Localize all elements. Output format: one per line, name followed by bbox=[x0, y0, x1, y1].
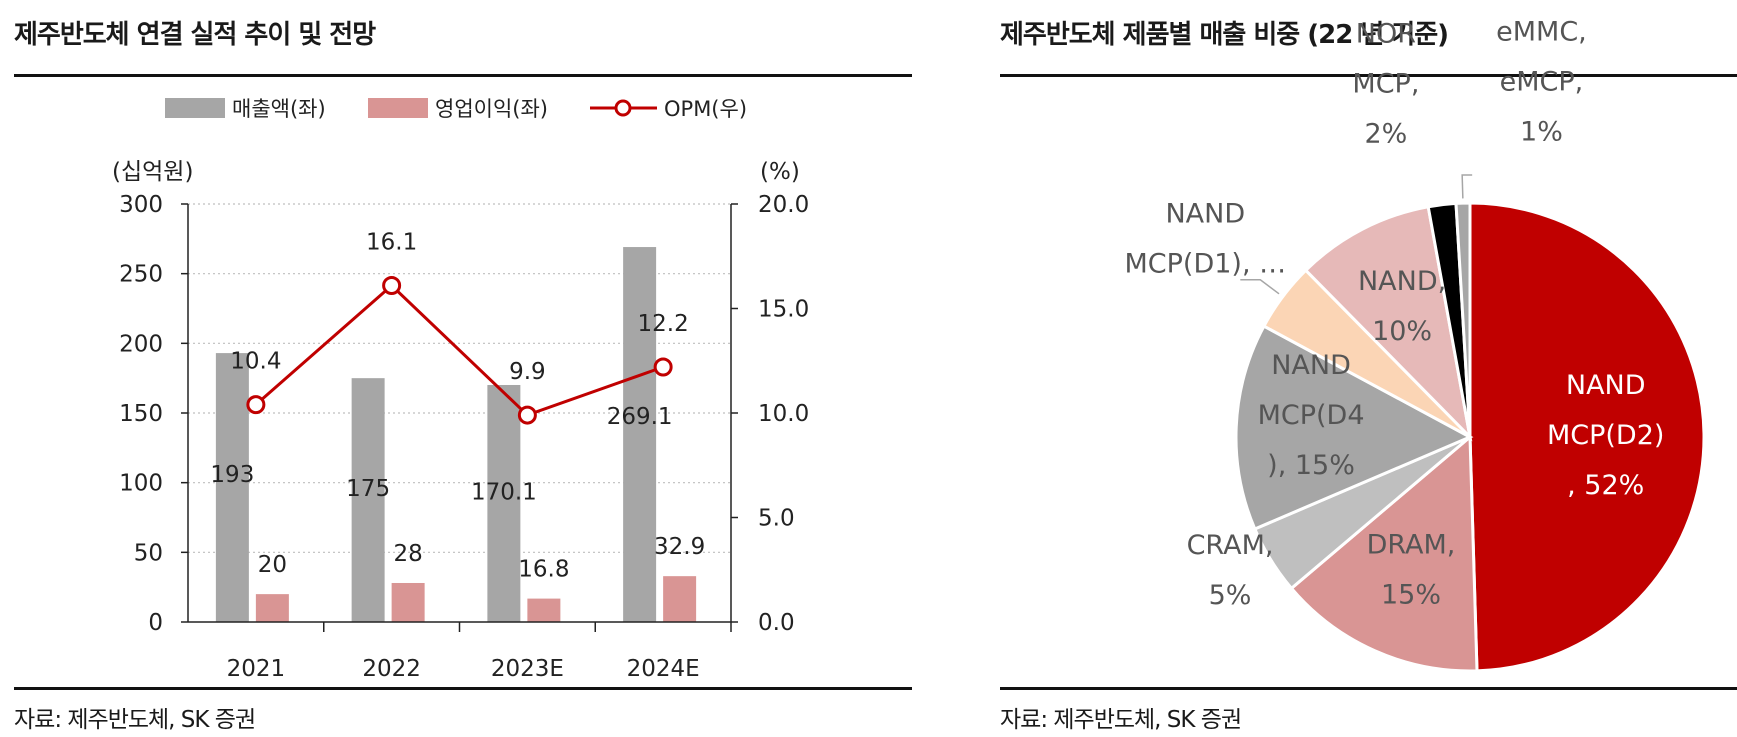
opm-marker bbox=[653, 357, 673, 377]
revenue-bar bbox=[623, 247, 657, 622]
left-tick-label: 100 bbox=[119, 471, 163, 497]
revenue-data-label: 193 bbox=[210, 462, 254, 488]
x-tick-label: 2023E bbox=[491, 656, 564, 682]
left-tick-label: 200 bbox=[119, 331, 163, 357]
right-chart-title: 제주반도체 제품별 매출 비중 (22 년 기준) bbox=[1000, 20, 1449, 50]
left-tick-label: 250 bbox=[119, 262, 163, 288]
op-income-data-label: 20 bbox=[258, 552, 287, 578]
left-tick-label: 300 bbox=[119, 192, 163, 218]
right-tick-label: 20.0 bbox=[758, 192, 809, 218]
pie-slice-label: NAND, 10% bbox=[1358, 266, 1446, 347]
opm-series-line bbox=[254, 283, 664, 417]
combo-chart: 193 20 175 28 170.1 16.8 269.1 32.9 10.4 16.1 9.9… bbox=[112, 97, 809, 682]
legend-label-opm: OPM(우) bbox=[664, 97, 747, 121]
x-tick-label: 2021 bbox=[227, 656, 286, 682]
right-top-rule bbox=[1000, 74, 1737, 77]
legend-swatch-revenue bbox=[165, 98, 225, 118]
legend-label-op-income: 영업이익(좌) bbox=[435, 97, 548, 121]
opm-data-label: 10.4 bbox=[230, 349, 281, 375]
pie-slice-label: NAND MCP(D2), 52% bbox=[1547, 370, 1664, 501]
right-tick-label: 15.0 bbox=[758, 297, 809, 323]
revenue-data-label: 175 bbox=[346, 476, 390, 502]
revenue-bar bbox=[351, 378, 385, 622]
left-chart-title: 제주반도체 연결 실적 추이 및 전망 bbox=[14, 20, 376, 50]
op-income-data-label: 32.9 bbox=[654, 534, 705, 560]
axes: 0 50 100 150 200 250 300 0.0 5.0 10.0 15.0 20.0 (십억원… bbox=[112, 159, 809, 682]
opm-data-label: 16.1 bbox=[366, 230, 417, 256]
gridlines bbox=[188, 203, 731, 553]
pie-labels: NAND MCP(D2), 52% DRAM, 15% CRAM, 5% NAND MCP(D… bbox=[1125, 17, 1665, 611]
pie-slices bbox=[1234, 201, 1706, 673]
pie-slice-label: NAND MCP(D1), … bbox=[1125, 199, 1287, 280]
left-bottom-rule bbox=[14, 687, 912, 690]
op-income-bar bbox=[527, 598, 561, 622]
legend-swatch-op-income bbox=[368, 98, 428, 118]
right-axis-title: (%) bbox=[760, 159, 800, 185]
pie-slice-label: CRAM, 5% bbox=[1187, 530, 1274, 611]
x-tick-label: 2024E bbox=[627, 656, 700, 682]
right-tick-label: 10.0 bbox=[758, 401, 809, 427]
op-income-data-label: 28 bbox=[393, 541, 422, 567]
opm-marker bbox=[382, 276, 402, 296]
right-source-note: 자료: 제주반도체, SK 증권 bbox=[1000, 707, 1242, 733]
pie-slice-label: DRAM, 15% bbox=[1367, 530, 1456, 611]
left-tick-label: 50 bbox=[134, 540, 163, 566]
legend-label-revenue: 매출액(좌) bbox=[232, 97, 326, 121]
left-tick-label: 0 bbox=[148, 610, 163, 636]
op-income-bar bbox=[663, 576, 697, 622]
pie-slice bbox=[1289, 433, 1479, 673]
pie-slice-label: NOR MCP, 2% bbox=[1352, 19, 1419, 150]
revenue-data-label: 170.1 bbox=[471, 480, 537, 506]
pie-slice bbox=[1454, 201, 1472, 438]
right-tick-label: 0.0 bbox=[758, 610, 795, 636]
revenue-bar bbox=[487, 384, 521, 622]
revenue-data-label: 269.1 bbox=[607, 404, 673, 430]
legend-marker-opm bbox=[614, 99, 632, 117]
op-income-bar bbox=[255, 594, 289, 622]
pie-slice bbox=[1468, 201, 1706, 673]
left-axis-title: (십억원) bbox=[112, 159, 193, 185]
legend: 매출액(좌) 영업이익(좌) OPM(우) bbox=[165, 97, 747, 121]
pie-slice-label: NAND MCP(D4), 15% bbox=[1258, 350, 1365, 481]
pie-chart: NAND MCP(D2), 52% DRAM, 15% CRAM, 5% NAND MCP(D… bbox=[1125, 17, 1706, 673]
pie-slice bbox=[1303, 205, 1473, 442]
leader-line bbox=[1461, 174, 1473, 199]
opm-marker bbox=[517, 405, 537, 425]
opm-data-label: 9.9 bbox=[509, 359, 546, 385]
left-tick-label: 150 bbox=[119, 401, 163, 427]
opm-data-label: 12.2 bbox=[638, 311, 689, 337]
left-source-note: 자료: 제주반도체, SK 증권 bbox=[14, 707, 256, 733]
bars: 193 20 175 28 170.1 16.8 269.1 32.9 bbox=[210, 247, 705, 622]
opm-line: 10.4 16.1 9.9 12.2 bbox=[230, 230, 689, 425]
pie-slice bbox=[1234, 324, 1474, 531]
pie-slice-label: eMMC, eMCP, 1% bbox=[1496, 17, 1587, 148]
op-income-data-label: 16.8 bbox=[518, 557, 569, 583]
x-tick-label: 2022 bbox=[362, 656, 421, 682]
revenue-bar bbox=[215, 353, 249, 622]
op-income-bar bbox=[391, 582, 425, 622]
right-tick-label: 5.0 bbox=[758, 506, 795, 532]
left-top-rule bbox=[14, 74, 912, 77]
right-bottom-rule bbox=[1000, 687, 1737, 690]
opm-marker bbox=[246, 395, 266, 415]
leader-line bbox=[1240, 279, 1280, 295]
